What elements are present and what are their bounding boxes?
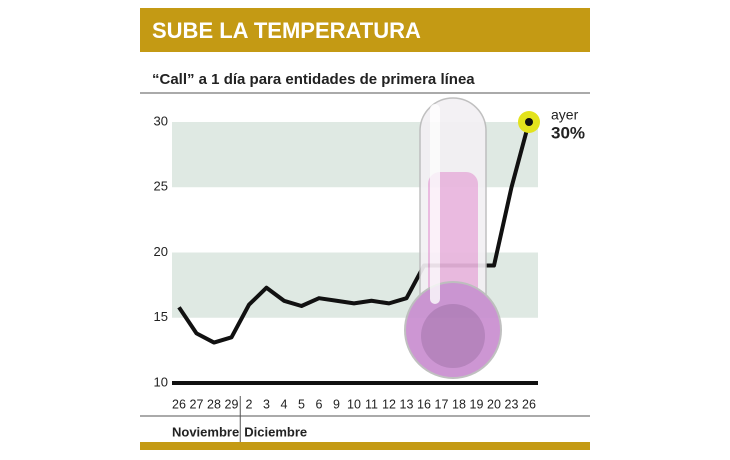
x-tick-label: 6 [316,397,323,411]
y-tick-label: 10 [154,374,168,389]
x-tick-label: 18 [452,397,466,411]
chart-title: SUBE LA TEMPERATURA [152,18,421,43]
x-tick-label: 10 [347,397,361,411]
group-label: Noviembre [172,424,239,439]
x-tick-label: 16 [417,397,431,411]
value-label: 30% [551,123,585,142]
x-tick-label: 2 [246,397,253,411]
x-tick-label: 23 [505,397,519,411]
x-tick-label: 26 [522,397,536,411]
x-tick-label: 5 [298,397,305,411]
y-tick-label: 30 [154,113,168,128]
x-tick-label: 19 [470,397,484,411]
x-tick-label: 20 [487,397,501,411]
x-tick-label: 17 [435,397,449,411]
y-tick-label: 25 [154,179,168,194]
bottom-bar [140,442,590,450]
point [525,118,533,126]
chart-subtitle: “Call” a 1 día para entidades de primera… [152,71,475,88]
x-tick-label: 26 [172,397,186,411]
y-tick-label: 15 [154,309,168,324]
x-tick-label: 11 [365,397,378,411]
group-label: Diciembre [244,424,307,439]
x-tick-label: 9 [333,397,340,411]
x-tick-label: 3 [263,397,270,411]
x-tick-label: 13 [400,397,414,411]
x-tick-label: 4 [281,397,288,411]
y-tick-label: 20 [154,244,168,259]
thermometer-illustration [404,97,502,379]
x-tick-label: 29 [225,397,239,411]
x-tick-label: 27 [190,397,204,411]
annotation: ayer [551,107,579,123]
x-tick-label: 12 [382,397,396,411]
title-bar [140,8,590,52]
x-tick-label: 28 [207,397,221,411]
